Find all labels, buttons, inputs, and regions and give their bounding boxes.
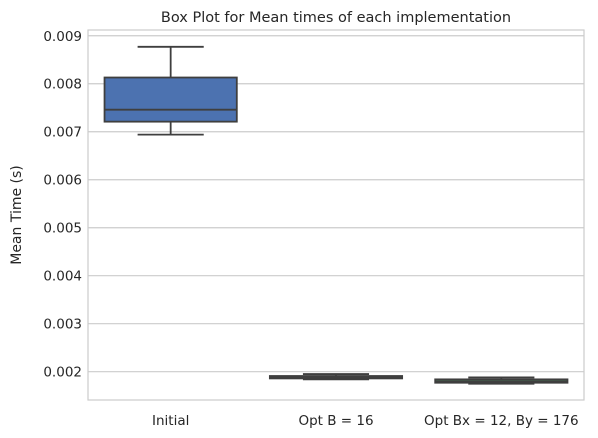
x-tick-label: Opt B = 16 <box>298 413 373 429</box>
y-tick-label: 0.006 <box>43 173 82 189</box>
y-tick-label: 0.009 <box>43 29 82 45</box>
y-tick-label: 0.005 <box>43 221 82 237</box>
x-tick-label: Initial <box>152 413 189 429</box>
y-axis-label: Mean Time (s) <box>9 165 25 265</box>
y-tick-label: 0.003 <box>43 317 82 333</box>
x-tick-labels: Initial Opt B = 16 Opt Bx = 12, By = 176 <box>152 413 579 429</box>
x-tick-label: Opt Bx = 12, By = 176 <box>424 413 579 429</box>
y-tick-label: 0.002 <box>43 365 82 381</box>
y-tick-label: 0.008 <box>43 77 82 93</box>
y-tick-labels: 0.002 0.003 0.004 0.005 0.006 0.007 0.008 0.009 <box>43 29 82 381</box>
box-body <box>105 78 237 122</box>
y-tick-label: 0.004 <box>43 269 82 285</box>
y-tick-label: 0.007 <box>43 125 82 141</box>
chart-title: Box Plot for Mean times of each implemen… <box>161 10 511 26</box>
